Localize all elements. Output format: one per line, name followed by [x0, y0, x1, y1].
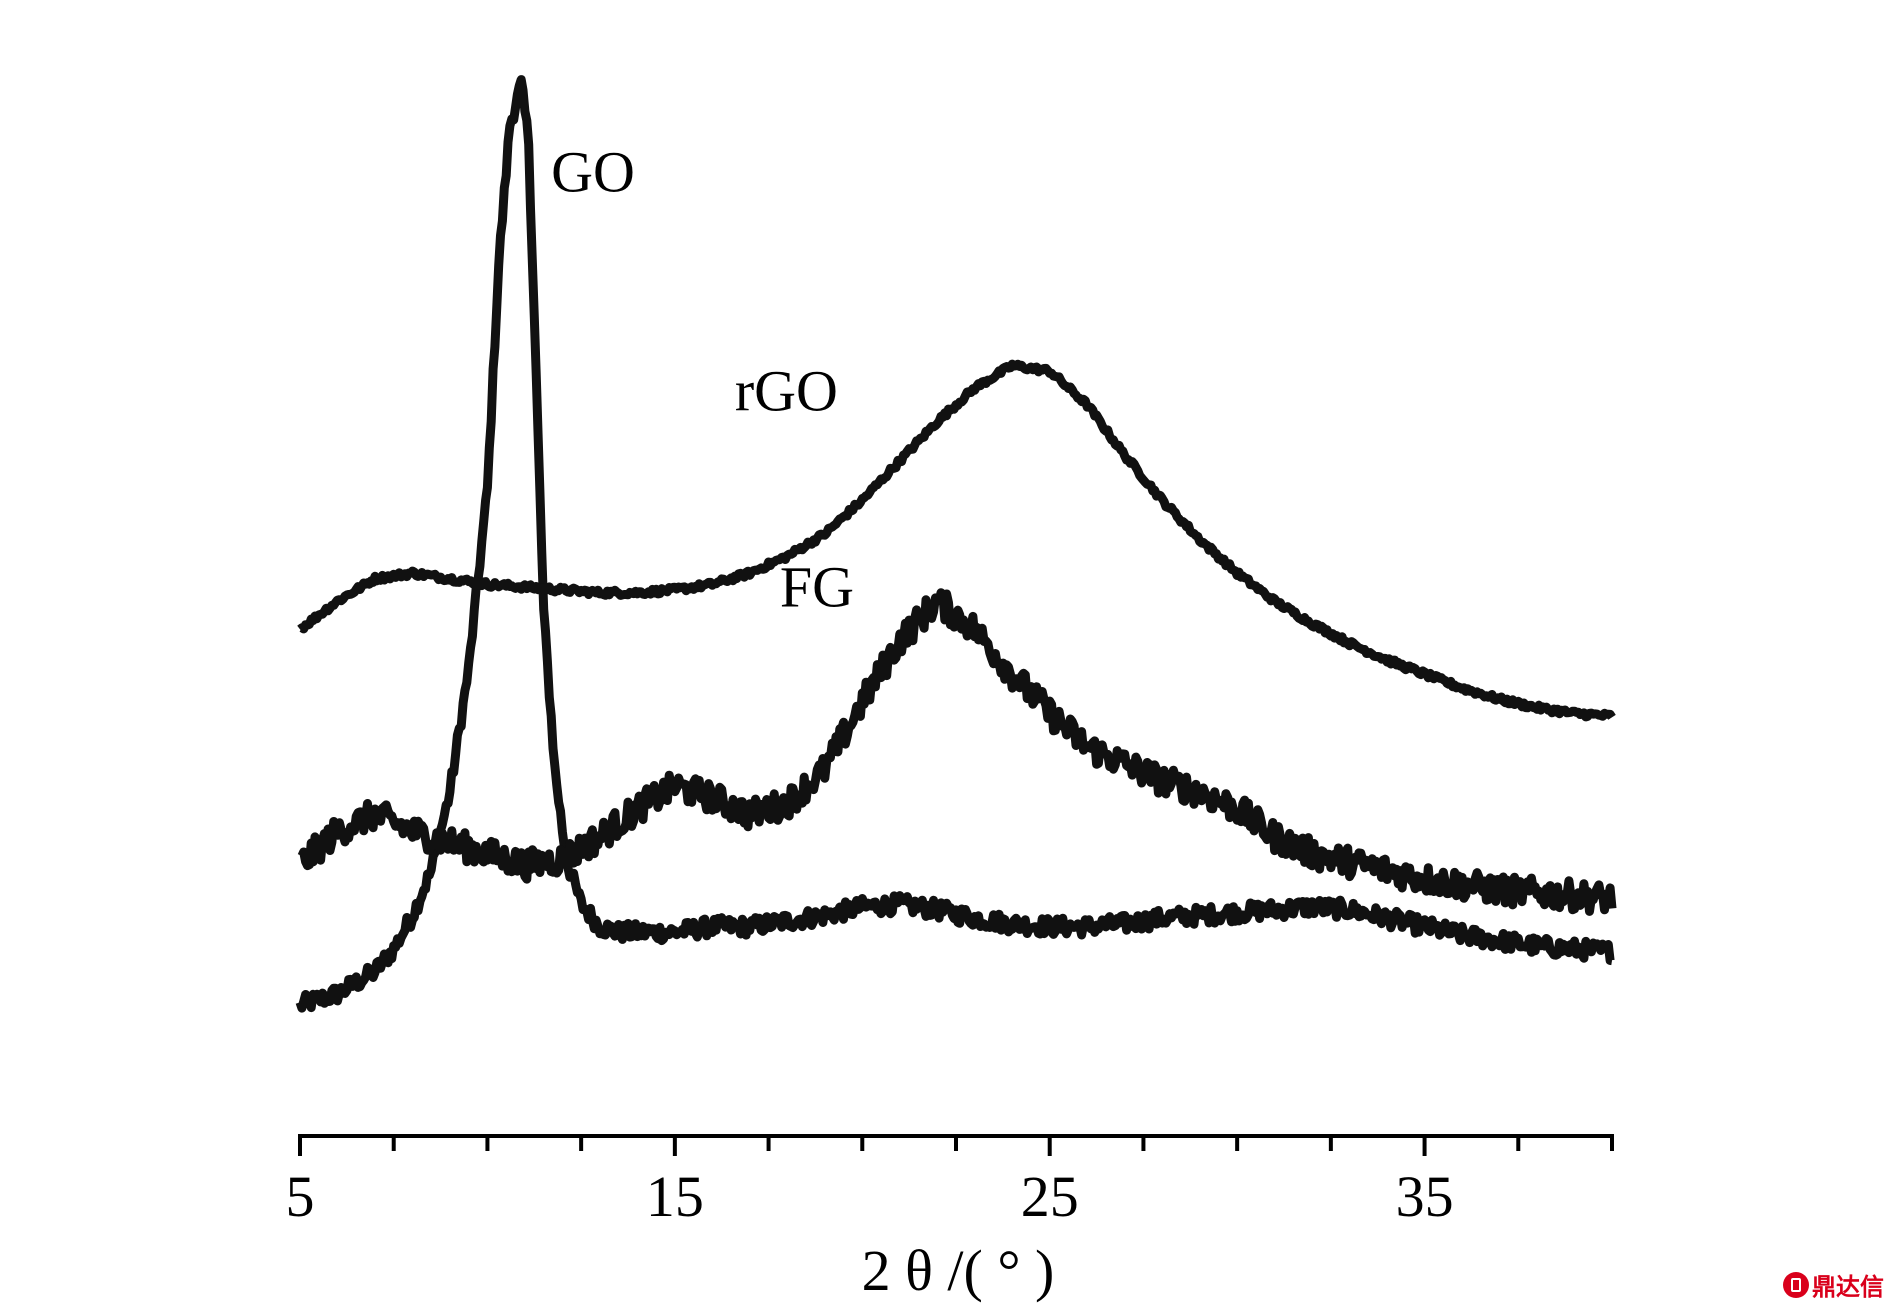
- watermark-logo-icon: [1783, 1271, 1809, 1298]
- watermark: 鼎达信: [1783, 1267, 1884, 1302]
- chart-curves: [295, 75, 1617, 1013]
- series-line-fg: [297, 588, 1617, 916]
- x-axis-ticks: [298, 1136, 1614, 1156]
- series-annotations: GO rGO FG: [551, 140, 854, 620]
- x-axis-tick-labels: 5 15 25 35: [286, 1164, 1454, 1229]
- series-label-go: GO: [551, 140, 635, 205]
- x-tick-label: 25: [1021, 1164, 1079, 1229]
- x-tick-label: 5: [286, 1164, 315, 1229]
- x-tick-label: 15: [646, 1164, 704, 1229]
- x-axis: 5 15 25 35: [286, 1134, 1614, 1229]
- series-line-rgo: [297, 359, 1616, 722]
- watermark-text: 鼎达信: [1812, 1273, 1884, 1301]
- series-label-fg: FG: [780, 555, 854, 620]
- series-label-rgo: rGO: [735, 358, 838, 423]
- series-line-go: [295, 75, 1615, 1013]
- x-tick-label: 35: [1396, 1164, 1454, 1229]
- x-axis-title: 2 θ /( ° ): [862, 1238, 1055, 1303]
